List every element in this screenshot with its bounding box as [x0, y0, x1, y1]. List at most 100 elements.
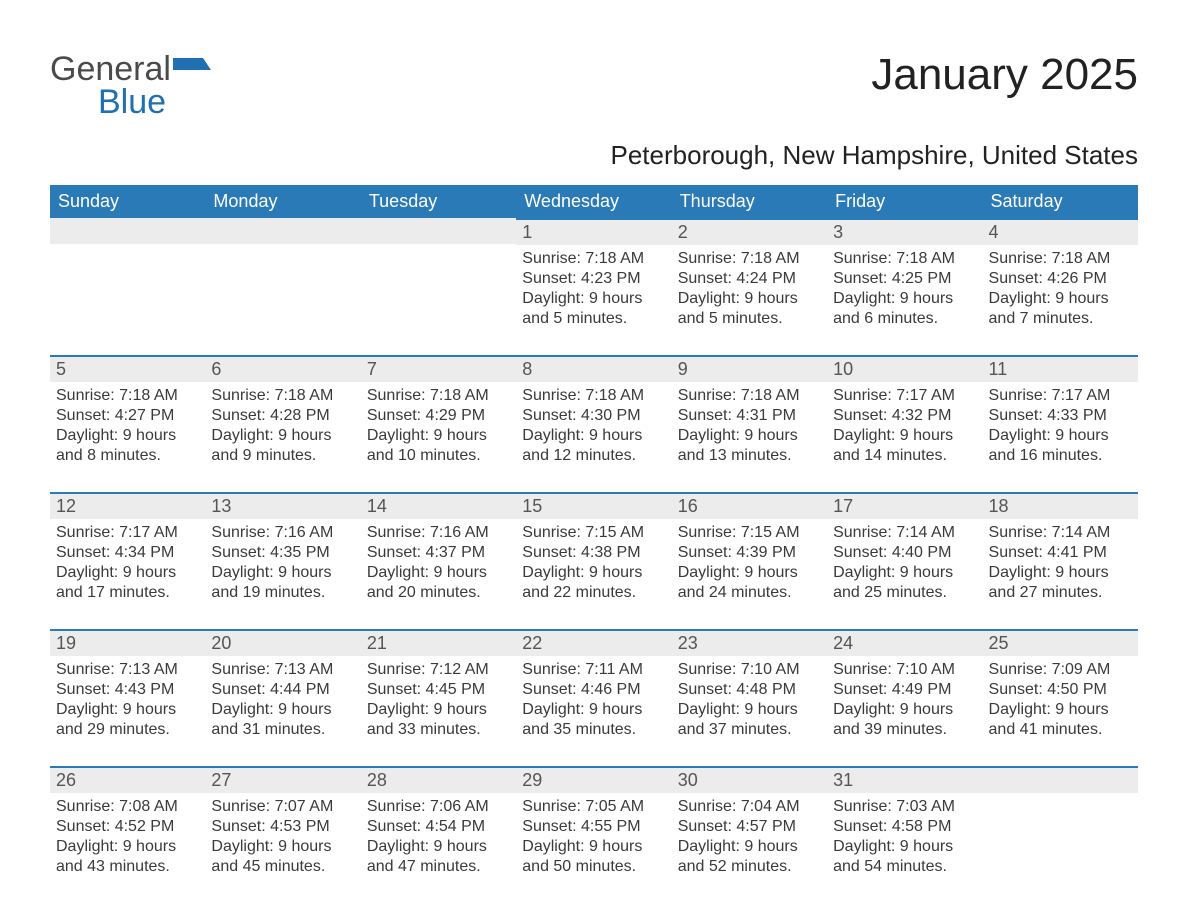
calendar-week-row: 26Sunrise: 7:08 AMSunset: 4:52 PMDayligh…: [50, 766, 1138, 903]
sunrise-line: Sunrise: 7:18 AM: [211, 386, 354, 406]
calendar-cell: 5Sunrise: 7:18 AMSunset: 4:27 PMDaylight…: [50, 355, 205, 492]
sunrise-line: Sunrise: 7:17 AM: [56, 523, 199, 543]
day-number: 26: [50, 766, 205, 793]
daylight-line-1: Daylight: 9 hours: [56, 426, 199, 446]
day-number: 2: [672, 218, 827, 245]
day-body: Sunrise: 7:18 AMSunset: 4:27 PMDaylight:…: [50, 382, 205, 492]
daylight-line-1: Daylight: 9 hours: [833, 426, 976, 446]
calendar-cell: 26Sunrise: 7:08 AMSunset: 4:52 PMDayligh…: [50, 766, 205, 903]
daylight-line-2: and 17 minutes.: [56, 583, 199, 603]
daylight-line-2: and 13 minutes.: [678, 446, 821, 466]
daylight-line-1: Daylight: 9 hours: [522, 426, 665, 446]
day-number: 30: [672, 766, 827, 793]
calendar-cell: 28Sunrise: 7:06 AMSunset: 4:54 PMDayligh…: [361, 766, 516, 903]
day-body: Sunrise: 7:18 AMSunset: 4:30 PMDaylight:…: [516, 382, 671, 492]
day-number: 8: [516, 355, 671, 382]
day-body: Sunrise: 7:18 AMSunset: 4:26 PMDaylight:…: [983, 245, 1138, 355]
daylight-line-2: and 22 minutes.: [522, 583, 665, 603]
daylight-line-2: and 54 minutes.: [833, 857, 976, 877]
day-body: Sunrise: 7:16 AMSunset: 4:35 PMDaylight:…: [205, 519, 360, 629]
weekday-header: Sunday: [50, 185, 205, 218]
weekday-header: Monday: [205, 185, 360, 218]
calendar-cell: 23Sunrise: 7:10 AMSunset: 4:48 PMDayligh…: [672, 629, 827, 766]
sunset-line: Sunset: 4:46 PM: [522, 680, 665, 700]
day-number: 16: [672, 492, 827, 519]
day-body: Sunrise: 7:06 AMSunset: 4:54 PMDaylight:…: [361, 793, 516, 903]
day-number: 5: [50, 355, 205, 382]
calendar-week-row: 1Sunrise: 7:18 AMSunset: 4:23 PMDaylight…: [50, 218, 1138, 355]
sunset-line: Sunset: 4:48 PM: [678, 680, 821, 700]
daylight-line-2: and 27 minutes.: [989, 583, 1132, 603]
day-number-blank: [361, 218, 516, 244]
day-number: 13: [205, 492, 360, 519]
daylight-line-2: and 24 minutes.: [678, 583, 821, 603]
day-body: Sunrise: 7:18 AMSunset: 4:24 PMDaylight:…: [672, 245, 827, 355]
sunset-line: Sunset: 4:38 PM: [522, 543, 665, 563]
sunset-line: Sunset: 4:32 PM: [833, 406, 976, 426]
sunset-line: Sunset: 4:55 PM: [522, 817, 665, 837]
daylight-line-2: and 50 minutes.: [522, 857, 665, 877]
daylight-line-2: and 6 minutes.: [833, 309, 976, 329]
sunset-line: Sunset: 4:30 PM: [522, 406, 665, 426]
day-body: Sunrise: 7:04 AMSunset: 4:57 PMDaylight:…: [672, 793, 827, 903]
sunrise-line: Sunrise: 7:18 AM: [678, 386, 821, 406]
day-body: Sunrise: 7:11 AMSunset: 4:46 PMDaylight:…: [516, 656, 671, 766]
daylight-line-2: and 16 minutes.: [989, 446, 1132, 466]
sunrise-line: Sunrise: 7:11 AM: [522, 660, 665, 680]
day-body: Sunrise: 7:18 AMSunset: 4:29 PMDaylight:…: [361, 382, 516, 492]
day-body-blank: [50, 244, 205, 354]
calendar-cell: 15Sunrise: 7:15 AMSunset: 4:38 PMDayligh…: [516, 492, 671, 629]
sunrise-line: Sunrise: 7:04 AM: [678, 797, 821, 817]
daylight-line-2: and 29 minutes.: [56, 720, 199, 740]
sunrise-line: Sunrise: 7:18 AM: [522, 249, 665, 269]
sunset-line: Sunset: 4:53 PM: [211, 817, 354, 837]
sunrise-line: Sunrise: 7:18 AM: [367, 386, 510, 406]
daylight-line-2: and 25 minutes.: [833, 583, 976, 603]
day-number: 12: [50, 492, 205, 519]
day-number: 28: [361, 766, 516, 793]
day-body: Sunrise: 7:08 AMSunset: 4:52 PMDaylight:…: [50, 793, 205, 903]
day-number: 31: [827, 766, 982, 793]
calendar-cell: 21Sunrise: 7:12 AMSunset: 4:45 PMDayligh…: [361, 629, 516, 766]
daylight-line-1: Daylight: 9 hours: [833, 563, 976, 583]
calendar-cell: 9Sunrise: 7:18 AMSunset: 4:31 PMDaylight…: [672, 355, 827, 492]
day-number: 25: [983, 629, 1138, 656]
logo-word-2: Blue: [98, 83, 211, 122]
day-body-blank: [983, 793, 1138, 903]
flag-icon: [173, 56, 211, 87]
daylight-line-2: and 43 minutes.: [56, 857, 199, 877]
sunset-line: Sunset: 4:44 PM: [211, 680, 354, 700]
daylight-line-1: Daylight: 9 hours: [989, 426, 1132, 446]
calendar-body: 1Sunrise: 7:18 AMSunset: 4:23 PMDaylight…: [50, 218, 1138, 903]
calendar-cell: 4Sunrise: 7:18 AMSunset: 4:26 PMDaylight…: [983, 218, 1138, 355]
day-number: 19: [50, 629, 205, 656]
day-body: Sunrise: 7:05 AMSunset: 4:55 PMDaylight:…: [516, 793, 671, 903]
sunrise-line: Sunrise: 7:18 AM: [989, 249, 1132, 269]
daylight-line-1: Daylight: 9 hours: [833, 700, 976, 720]
sunset-line: Sunset: 4:29 PM: [367, 406, 510, 426]
day-number: 1: [516, 218, 671, 245]
calendar-cell: 8Sunrise: 7:18 AMSunset: 4:30 PMDaylight…: [516, 355, 671, 492]
day-number: 18: [983, 492, 1138, 519]
daylight-line-1: Daylight: 9 hours: [833, 289, 976, 309]
day-number: 6: [205, 355, 360, 382]
day-body: Sunrise: 7:16 AMSunset: 4:37 PMDaylight:…: [361, 519, 516, 629]
calendar-cell: [205, 218, 360, 355]
daylight-line-1: Daylight: 9 hours: [211, 426, 354, 446]
calendar-cell: 3Sunrise: 7:18 AMSunset: 4:25 PMDaylight…: [827, 218, 982, 355]
sunrise-line: Sunrise: 7:03 AM: [833, 797, 976, 817]
day-number: 14: [361, 492, 516, 519]
daylight-line-1: Daylight: 9 hours: [522, 700, 665, 720]
calendar-cell: 30Sunrise: 7:04 AMSunset: 4:57 PMDayligh…: [672, 766, 827, 903]
day-body: Sunrise: 7:15 AMSunset: 4:39 PMDaylight:…: [672, 519, 827, 629]
day-body: Sunrise: 7:17 AMSunset: 4:34 PMDaylight:…: [50, 519, 205, 629]
page-title: January 2025: [871, 50, 1138, 100]
day-number: 27: [205, 766, 360, 793]
daylight-line-2: and 47 minutes.: [367, 857, 510, 877]
sunrise-line: Sunrise: 7:07 AM: [211, 797, 354, 817]
sunset-line: Sunset: 4:27 PM: [56, 406, 199, 426]
day-body: Sunrise: 7:14 AMSunset: 4:41 PMDaylight:…: [983, 519, 1138, 629]
day-body: Sunrise: 7:07 AMSunset: 4:53 PMDaylight:…: [205, 793, 360, 903]
location-subtitle: Peterborough, New Hampshire, United Stat…: [50, 140, 1138, 171]
daylight-line-1: Daylight: 9 hours: [211, 700, 354, 720]
